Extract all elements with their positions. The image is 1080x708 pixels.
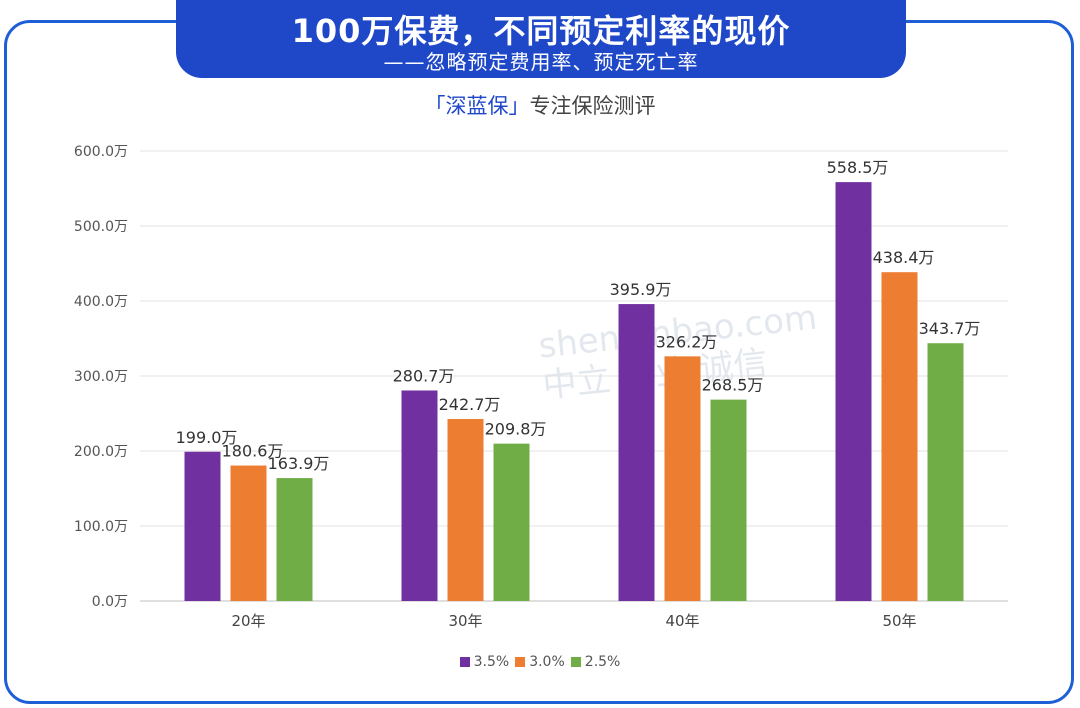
brand-name: 「深蓝保」 bbox=[424, 94, 530, 118]
bar bbox=[710, 399, 747, 601]
x-tick-label: 30年 bbox=[448, 612, 482, 630]
title-banner: 100万保费，不同预定利率的现价 ——忽略预定费用率、预定死亡率 bbox=[176, 0, 906, 78]
legend-swatch bbox=[459, 657, 470, 667]
gridlines bbox=[140, 150, 1008, 602]
bar-value-label: 242.7万 bbox=[439, 395, 501, 414]
bar-value-label: 326.2万 bbox=[656, 332, 718, 351]
y-tick-label: 300.0万 bbox=[74, 369, 128, 385]
bar bbox=[881, 272, 918, 601]
bar bbox=[664, 356, 701, 601]
bar-value-label: 199.0万 bbox=[176, 428, 238, 447]
page-title: 100万保费，不同预定利率的现价 bbox=[291, 12, 791, 50]
bar bbox=[401, 390, 438, 601]
bar bbox=[276, 478, 313, 601]
bar-value-label: 558.5万 bbox=[827, 158, 889, 177]
bars bbox=[184, 182, 964, 601]
bar-value-label: 395.9万 bbox=[610, 280, 672, 299]
legend-item: 3.0% bbox=[515, 654, 565, 670]
legend-item: 2.5% bbox=[570, 654, 621, 670]
bar bbox=[184, 451, 221, 601]
legend-label: 2.5% bbox=[584, 654, 621, 670]
y-axis: 0.0万 100.0万 200.0万 300.0万 400.0万 500.0万 600.0万 bbox=[74, 144, 128, 610]
x-tick-label: 20年 bbox=[231, 612, 265, 630]
bar-value-label: 280.7万 bbox=[393, 366, 455, 385]
brand-line: 「深蓝保」专注保险测评 bbox=[0, 90, 1080, 120]
brand-slogan: 专注保险测评 bbox=[529, 94, 656, 118]
x-tick-label: 40年 bbox=[665, 612, 699, 630]
y-tick-label: 0.0万 bbox=[92, 594, 128, 610]
bar-value-label: 438.4万 bbox=[873, 248, 935, 267]
legend-label: 3.5% bbox=[473, 654, 510, 670]
bar-value-label: 209.8万 bbox=[485, 420, 547, 439]
legend-item: 3.5% bbox=[459, 654, 510, 670]
y-tick-label: 400.0万 bbox=[74, 294, 128, 310]
legend-swatch bbox=[570, 657, 581, 667]
legend: 3.5% 3.0% 2.5% bbox=[0, 654, 1080, 670]
page-subtitle: ——忽略预定费用率、预定死亡率 bbox=[383, 50, 699, 74]
bar-value-label: 268.5万 bbox=[702, 376, 764, 395]
bar bbox=[493, 443, 530, 601]
y-tick-label: 200.0万 bbox=[74, 444, 128, 460]
bar bbox=[618, 304, 655, 601]
y-tick-label: 100.0万 bbox=[74, 519, 128, 535]
bar bbox=[835, 182, 872, 601]
bar bbox=[927, 343, 964, 601]
bar-value-label: 163.9万 bbox=[268, 454, 330, 473]
bar bbox=[447, 418, 484, 601]
legend-swatch bbox=[515, 657, 526, 667]
bar bbox=[230, 465, 267, 601]
y-tick-label: 600.0万 bbox=[74, 144, 128, 160]
y-tick-label: 500.0万 bbox=[74, 219, 128, 235]
legend-label: 3.0% bbox=[529, 654, 565, 670]
x-tick-label: 50年 bbox=[882, 612, 916, 630]
bar-value-label: 180.6万 bbox=[222, 442, 284, 461]
bar-value-label: 343.7万 bbox=[919, 319, 981, 338]
x-axis: 20年 30年 40年 50年 bbox=[231, 612, 916, 630]
